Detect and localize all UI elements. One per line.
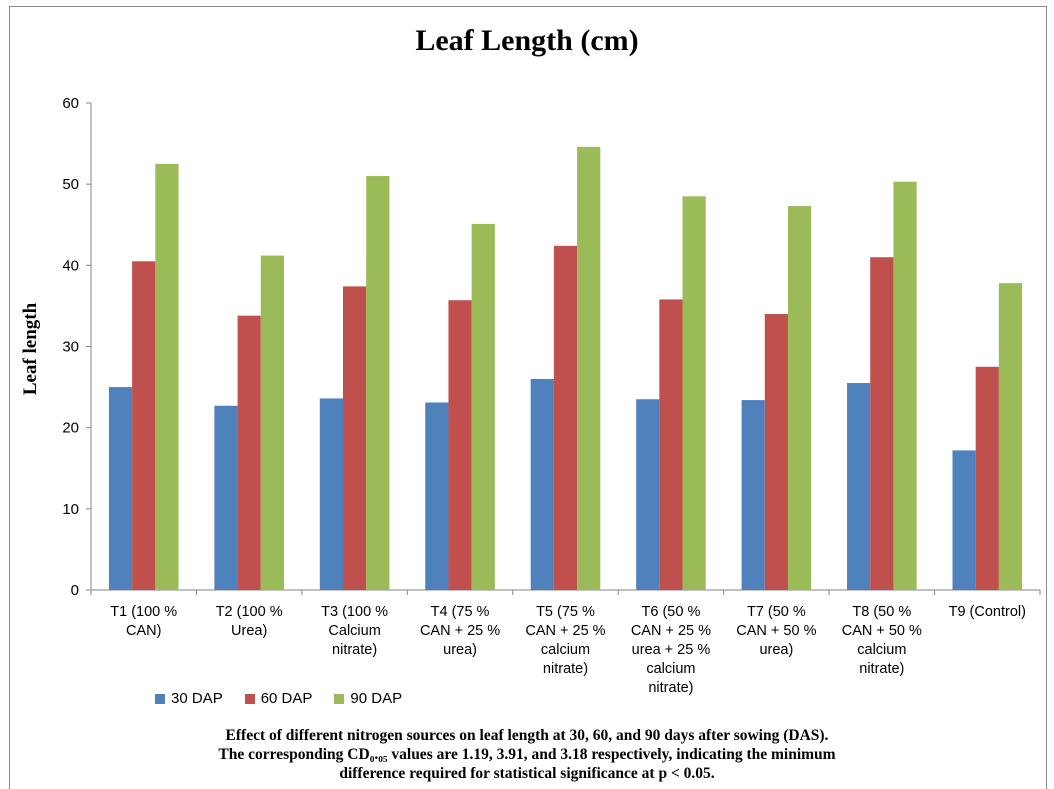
bar-90-dap-t4 [471, 223, 495, 590]
x-tick-label-line: T1 (100 % [110, 604, 177, 620]
bar-90-dap-t1 [155, 163, 179, 590]
y-tick-label: 60 [62, 95, 79, 112]
x-tick-label-line: T4 (75 % [431, 604, 490, 620]
x-tick-label: T4 (75 % CAN + 25 % urea) [420, 604, 500, 658]
x-tick-label-line: Urea) [231, 623, 267, 639]
x-tick-label-line: CAN + 25 % [525, 623, 605, 639]
x-tick-label-line: nitrate) [332, 642, 377, 658]
x-tick-label-line: nitrate) [543, 661, 588, 677]
caption-line-3: difference required for statistical sign… [339, 765, 715, 782]
legend-label-60-dap: 60 DAP [260, 690, 313, 707]
y-tick-label: 20 [62, 420, 79, 437]
bar-60-dap-t1 [132, 261, 156, 590]
x-tick-label: T3 (100 % Calcium nitrate) [321, 604, 388, 658]
legend: 30 DAP 60 DAP 90 DAP [155, 690, 402, 707]
y-tick-label: 50 [62, 176, 79, 193]
bar-90-dap-t2 [260, 255, 284, 591]
x-tick-label: T1 (100 % CAN) [110, 604, 177, 639]
x-tick-label-line: T8 (50 % [852, 604, 911, 620]
bar-30-dap-t7 [741, 400, 765, 590]
x-tick-label-line: nitrate) [859, 661, 904, 677]
legend-swatch-30-dap [155, 693, 165, 704]
x-tick-label-line: T2 (100 % [216, 604, 283, 620]
x-tick-label-line: calcium [646, 661, 695, 677]
x-tick-label-line: urea + 25 % [632, 642, 711, 658]
legend-item-90-dap: 90 DAP [334, 690, 402, 707]
legend-swatch-90-dap [334, 693, 345, 704]
x-tick-label-line: CAN) [126, 623, 161, 639]
figure-caption: Effect of different nitrogen sources on … [0, 726, 1054, 783]
legend-label-30-dap: 30 DAP [171, 690, 223, 707]
bar-90-dap-t7 [787, 206, 812, 590]
bar-90-dap-t5 [577, 146, 601, 590]
bar-60-dap-t2 [237, 315, 261, 590]
legend-item-30-dap: 30 DAP [155, 690, 223, 707]
x-tick-label-line: Calcium [328, 623, 380, 639]
bar-30-dap-t3 [319, 398, 344, 590]
x-tick-label: T8 (50 % CAN + 50 % calcium nitrate) [842, 604, 922, 677]
bar-30-dap-t9 [952, 450, 976, 590]
x-tick-label-line: T5 (75 % [536, 604, 595, 620]
bar-90-dap-t3 [366, 176, 390, 591]
bar-60-dap-t9 [975, 366, 999, 590]
bar-90-dap-t8 [893, 181, 917, 590]
x-tick-label-line: calcium [857, 642, 906, 658]
x-tick-label: T6 (50 % CAN + 25 % urea + 25 % calcium nitr… [631, 604, 711, 696]
x-tick-label-line: CAN + 25 % [631, 623, 711, 639]
chart-frame [9, 6, 1047, 789]
x-tick-label-line: urea) [759, 642, 793, 658]
x-tick-label: T5 (75 % CAN + 25 % calcium nitrate) [525, 604, 605, 677]
y-tick-label: 30 [62, 339, 79, 356]
x-tick-label: T2 (100 % Urea) [216, 604, 283, 639]
y-tick-label: 0 [71, 582, 79, 599]
bar-30-dap-t4 [425, 402, 449, 590]
bar-60-dap-t7 [764, 314, 788, 590]
legend-item-60-dap: 60 DAP [244, 690, 313, 707]
bar-60-dap-t6 [659, 299, 683, 590]
legend-label-90-dap: 90 DAP [350, 690, 403, 707]
x-tick-label-line: T6 (50 % [642, 604, 701, 620]
x-tick-label-line: T3 (100 % [321, 604, 388, 620]
bar-60-dap-t5 [553, 245, 578, 590]
x-tick-label-line: T9 (Control) [949, 604, 1026, 620]
x-tick-label-line: CAN + 50 % [842, 623, 922, 639]
bar-60-dap-t3 [343, 286, 367, 590]
caption-line-1: Effect of different nitrogen sources on … [225, 727, 829, 744]
x-tick-label-line: CAN + 25 % [420, 623, 500, 639]
x-tick-label: T7 (50 % CAN + 50 % urea) [736, 604, 816, 658]
bar-30-dap-t8 [847, 383, 871, 590]
bar-90-dap-t6 [682, 196, 706, 590]
y-tick-label: 40 [62, 257, 79, 274]
x-tick-label-line: urea) [443, 642, 477, 658]
legend-swatch-60-dap [244, 693, 255, 704]
x-tick-label-line: T7 (50 % [747, 604, 806, 620]
bar-60-dap-t8 [870, 257, 894, 590]
x-tick-label-line: CAN + 50 % [736, 623, 816, 639]
x-tick-label-line: nitrate) [648, 680, 693, 696]
bar-30-dap-t1 [108, 387, 133, 590]
chart-title: Leaf Length (cm) [415, 24, 639, 57]
bar-60-dap-t4 [448, 300, 472, 590]
x-tick-label: T9 (Control) [949, 604, 1026, 620]
y-tick-label: 10 [62, 501, 79, 518]
bar-30-dap-t2 [214, 405, 238, 590]
caption-line-2: The corresponding CD₀.₀₅ values are 1.19… [218, 746, 836, 763]
bar-30-dap-t5 [530, 378, 554, 590]
bar-90-dap-t9 [998, 283, 1023, 590]
bar-30-dap-t6 [636, 399, 660, 590]
x-tick-label-line: calcium [541, 642, 590, 658]
